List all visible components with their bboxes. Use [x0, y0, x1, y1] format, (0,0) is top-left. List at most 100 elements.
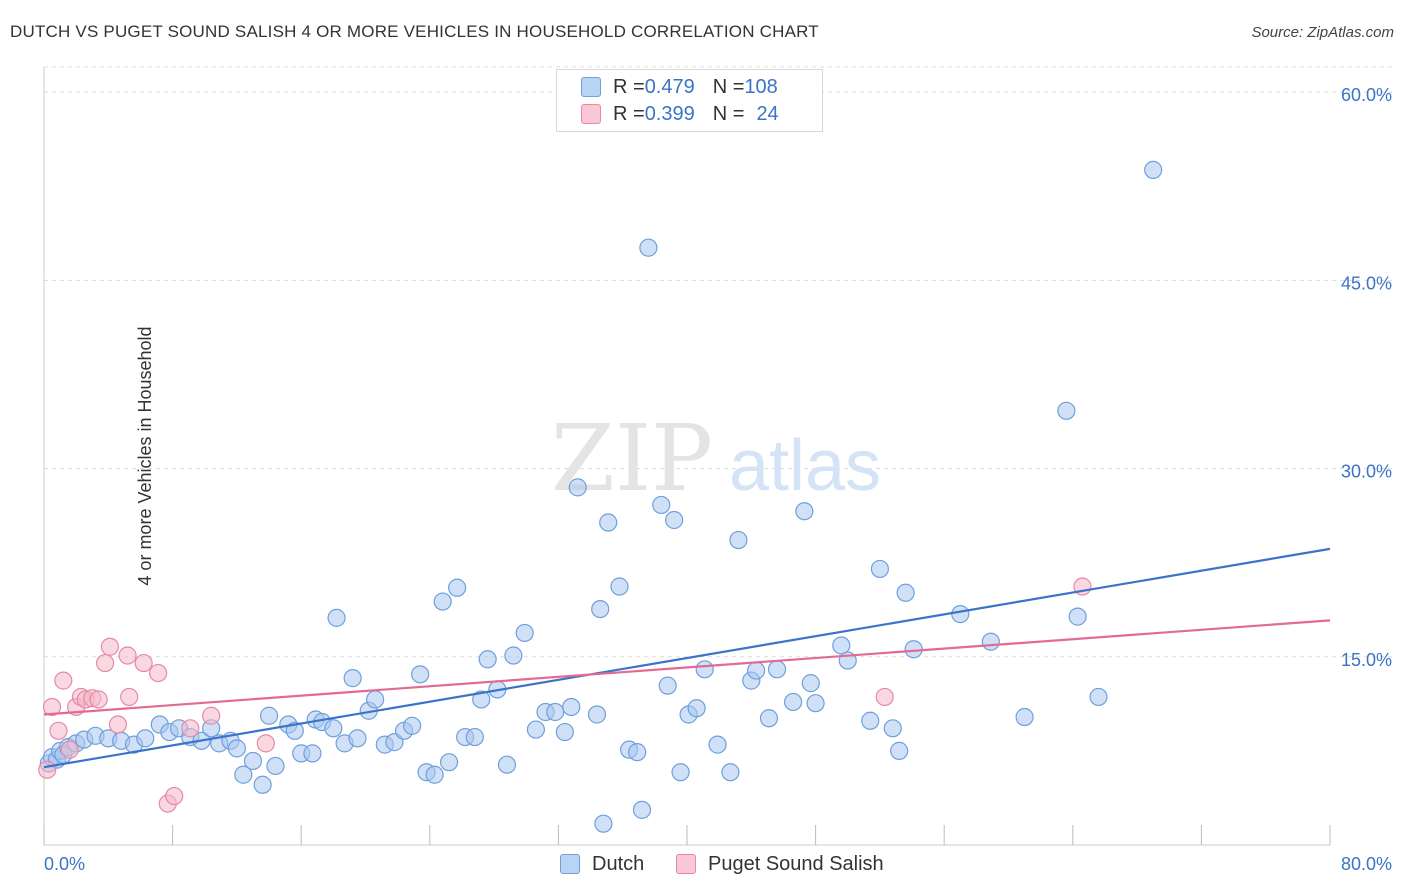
dutch-point — [658, 676, 677, 695]
salish-point — [875, 687, 894, 707]
dutch-point — [665, 510, 684, 530]
dutch-point — [695, 660, 714, 679]
salish-point — [181, 719, 200, 738]
watermark: ZIP atlas — [551, 405, 881, 512]
dutch-point — [801, 674, 820, 693]
dutch-point — [433, 592, 452, 611]
dutch-point — [1015, 707, 1034, 727]
dutch-point — [639, 238, 658, 257]
salish-n-value: 24 — [756, 102, 779, 125]
legend-label-salish: Puget Sound Salish — [708, 852, 884, 875]
dutch-point — [285, 721, 304, 740]
salish-point — [60, 740, 79, 759]
dutch-point — [767, 660, 787, 679]
dutch-point — [562, 697, 581, 717]
dutch-point — [303, 744, 322, 763]
salish-point — [38, 760, 57, 779]
chart-title: DUTCH VS PUGET SOUND SALISH 4 OR MORE VE… — [10, 22, 819, 41]
dutch-point — [478, 650, 497, 669]
dutch-point — [327, 608, 346, 627]
salish-trendline — [43, 619, 1331, 716]
dutch-point — [504, 646, 523, 665]
trend-layer — [43, 547, 1331, 769]
salish-point — [49, 721, 68, 740]
salish-point — [54, 671, 73, 690]
dutch-point — [729, 530, 748, 550]
dutch-point — [747, 661, 766, 680]
dutch-point — [324, 719, 343, 738]
salish-point — [202, 706, 221, 725]
salish-point — [165, 786, 184, 806]
watermark-atlas: atlas — [729, 426, 881, 506]
grid-layer — [44, 66, 1392, 658]
dutch-point — [1089, 687, 1108, 707]
dutch-point — [610, 577, 629, 596]
salish-point — [108, 715, 128, 734]
dutch-swatch — [581, 77, 601, 97]
dutch-point — [904, 640, 923, 659]
dutch-point — [448, 578, 467, 597]
salish-r-label: R = — [613, 102, 645, 125]
axis-layer — [43, 67, 1331, 846]
legend-label-dutch: Dutch — [592, 852, 645, 875]
y-tick-label: 60.0% — [1341, 85, 1392, 105]
legend-item-salish: Puget Sound Salish — [676, 851, 884, 877]
dutch-point — [403, 716, 422, 735]
points-layer — [38, 160, 1163, 833]
x-tick-label: 0.0% — [44, 854, 85, 874]
y-axis-label: 4 or more Vehicles in Household — [135, 326, 156, 586]
dutch-point — [981, 632, 1000, 651]
salish-n-label: N = — [712, 102, 745, 125]
dutch-point — [234, 765, 253, 784]
dutch-point — [671, 763, 690, 782]
stats-legend-row-dutch: R = 0.479 N = 108 — [581, 74, 778, 100]
salish-r-value: 0.399 — [644, 102, 695, 125]
dutch-point — [1068, 607, 1087, 626]
dutch-point — [465, 727, 484, 747]
dutch-point — [832, 636, 851, 655]
y-tick-label: 45.0% — [1341, 273, 1392, 293]
dutch-point — [883, 719, 902, 738]
series-legend: Dutch Puget Sound Salish — [0, 851, 1406, 877]
dutch-point — [896, 583, 915, 602]
legend-swatch-salish — [676, 854, 696, 874]
dutch-point — [343, 669, 362, 688]
dutch-point — [687, 699, 706, 718]
dutch-n-value: 108 — [744, 75, 778, 98]
dutch-r-value: 0.479 — [644, 75, 695, 98]
dutch-point — [721, 763, 740, 782]
dutch-point — [259, 706, 279, 725]
dutch-point — [587, 705, 607, 724]
dutch-point — [497, 755, 517, 774]
salish-swatch — [581, 104, 601, 124]
legend-swatch-dutch — [560, 854, 580, 874]
stats-legend-row-salish: R = 0.399 N = 24 — [581, 101, 779, 127]
dutch-point — [861, 711, 880, 730]
dutch-point — [515, 623, 534, 643]
dutch-point — [759, 709, 779, 728]
dutch-point — [227, 739, 246, 758]
salish-point — [118, 646, 137, 665]
stats-legend: R = 0.479 N = 108 R = 0.399 N = 24 — [556, 69, 823, 132]
dutch-point — [546, 702, 565, 722]
dutch-point — [806, 694, 825, 713]
dutch-point — [591, 599, 610, 619]
dutch-point — [439, 753, 459, 772]
dutch-point — [783, 692, 803, 712]
dutch-point — [951, 605, 970, 624]
dutch-point — [472, 690, 491, 709]
dutch-r-label: R = — [613, 75, 645, 98]
source-label: Source: ZipAtlas.com — [1251, 24, 1394, 41]
dutch-point — [870, 559, 890, 579]
dutch-point — [568, 478, 587, 497]
dutch-n-label: N = — [712, 75, 745, 98]
x-tick-label: 80.0% — [1341, 854, 1392, 874]
dutch-point — [795, 502, 814, 521]
salish-point — [256, 734, 275, 753]
dutch-point — [1057, 401, 1076, 420]
salish-point — [120, 687, 139, 707]
dutch-point — [243, 751, 263, 771]
dutch-point — [599, 513, 618, 532]
y-tick-label: 15.0% — [1341, 650, 1392, 670]
dutch-point — [526, 720, 545, 739]
